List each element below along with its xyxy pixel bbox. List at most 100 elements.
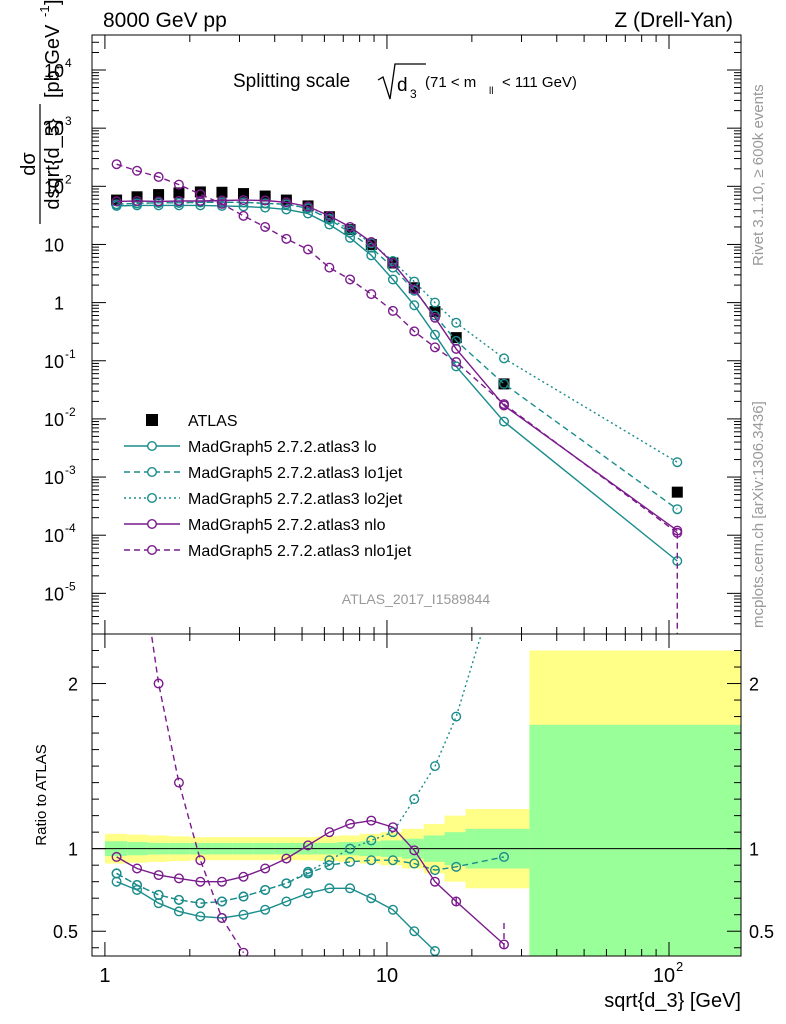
ratio-madgraph5-2-7-2-atlas3-lo2jet-marker [153, 889, 164, 900]
atlas-data-point [498, 378, 510, 390]
series-madgraph5-2-7-2-atlas3-lo2jet-marker [672, 457, 683, 468]
series-madgraph5-2-7-2-atlas3-lo-marker [281, 204, 292, 215]
ratio-madgraph5-2-7-2-atlas3-lo-marker [303, 888, 314, 899]
legend-marker [146, 545, 157, 556]
series-madgraph5-2-7-2-atlas3-nlo1jet-marker [195, 189, 206, 200]
series-madgraph5-2-7-2-atlas3-lo2jet-marker [498, 353, 509, 364]
series-madgraph5-2-7-2-atlas3-lo1jet-marker [672, 504, 683, 515]
series-madgraph5-2-7-2-atlas3-lo2jet-marker [429, 297, 440, 308]
series-madgraph5-2-7-2-atlas3-nlo-marker [260, 195, 271, 206]
ratio-madgraph5-2-7-2-atlas3-lo1jet-marker [409, 858, 420, 869]
series-madgraph5-2-7-2-atlas3-nlo-marker [238, 195, 249, 206]
ratio-madgraph5-2-7-2-atlas3-lo2jet-marker [281, 878, 292, 889]
x-tick-label: 10 [653, 965, 675, 987]
x-tick-label-exponent: 2 [676, 959, 683, 974]
ratio-madgraph5-2-7-2-atlas3-lo-line [116, 881, 436, 952]
y-tick-label-exponent: 2 [65, 172, 72, 186]
series-madgraph5-2-7-2-atlas3-nlo1jet-marker [132, 165, 143, 176]
y-tick-label: 10 [44, 235, 64, 255]
y-tick-label-exponent: 3 [65, 114, 72, 128]
sqrt-symbol [377, 63, 426, 100]
y-tick-label: 10 [44, 119, 64, 139]
series-madgraph5-2-7-2-atlas3-nlo-marker [345, 221, 356, 232]
ratio-madgraph5-2-7-2-atlas3-nlo-marker [173, 873, 184, 884]
y-tick-label: 10 [44, 61, 64, 81]
series-madgraph5-2-7-2-atlas3-lo2jet-marker [260, 198, 271, 209]
series-madgraph5-2-7-2-atlas3-nlo-marker [216, 195, 227, 206]
series-madgraph5-2-7-2-atlas3-nlo1jet-marker [387, 305, 398, 316]
ratio-madgraph5-2-7-2-atlas3-nlo-marker [409, 845, 420, 856]
main-y-axis-label: dσ dsqrt{d_3} [pb,GeV -1 ] [18, 0, 64, 224]
series-madgraph5-2-7-2-atlas3-nlo1jet-marker [238, 210, 249, 221]
series-madgraph5-2-7-2-atlas3-nlo-marker [111, 196, 122, 207]
ratio-band-inner [529, 724, 741, 956]
ratio-madgraph5-2-7-2-atlas3-nlo1jet-marker [153, 678, 164, 689]
y-tick-label: 10 [44, 526, 64, 546]
ratio-y-tick-label: 2 [68, 675, 78, 695]
series-madgraph5-2-7-2-atlas3-nlo-marker [195, 195, 206, 206]
ratio-madgraph5-2-7-2-atlas3-lo2jet-marker [366, 835, 377, 846]
legend-item: MadGraph5 2.7.2.atlas3 nlo1jet [124, 543, 412, 560]
series-madgraph5-2-7-2-atlas3-nlo-marker [281, 197, 292, 208]
mcplots-reference-label: mcplots.cern.ch [arXiv:1306.3436] [750, 401, 767, 628]
title-range-sub: ll [489, 86, 493, 97]
atlas-data-point [237, 188, 249, 200]
ratio-madgraph5-2-7-2-atlas3-nlo-marker [303, 840, 314, 851]
series-madgraph5-2-7-2-atlas3-nlo1jet-marker [429, 342, 440, 353]
ratio-madgraph5-2-7-2-atlas3-lo2jet-marker [132, 879, 143, 890]
ratio-madgraph5-2-7-2-atlas3-lo2jet-marker [303, 866, 314, 877]
legend-label: MadGraph5 2.7.2.atlas3 lo2jet [188, 491, 403, 508]
legend-marker [146, 414, 158, 426]
ratio-madgraph5-2-7-2-atlas3-nlo1jet-marker [173, 777, 184, 788]
ratio-madgraph5-2-7-2-atlas3-nlo-marker [195, 876, 206, 887]
title-symbol: d [397, 75, 408, 96]
ratio-madgraph5-2-7-2-atlas3-lo1jet-marker [387, 855, 398, 866]
ratio-madgraph5-2-7-2-atlas3-lo2jet-line [116, 634, 483, 904]
ratio-madgraph5-2-7-2-atlas3-nlo1jet-marker [195, 855, 206, 866]
series-madgraph5-2-7-2-atlas3-nlo1jet-marker [451, 357, 462, 368]
title-subscript: 3 [410, 87, 417, 101]
series-madgraph5-2-7-2-atlas3-nlo-marker [153, 196, 164, 207]
atlas-data-point [671, 486, 683, 498]
series-madgraph5-2-7-2-atlas3-lo1jet-line [116, 201, 678, 510]
ratio-madgraph5-2-7-2-atlas3-nlo-marker [238, 871, 249, 882]
ratio-y-tick-label-right: 1 [749, 840, 759, 860]
ratio-madgraph5-2-7-2-atlas3-nlo-marker [366, 815, 377, 826]
series-madgraph5-2-7-2-atlas3-nlo-marker [324, 210, 335, 221]
title-range-pre: (71 < m [425, 74, 476, 91]
process-label: Z (Drell-Yan) [614, 9, 733, 32]
ratio-madgraph5-2-7-2-atlas3-lo2jet-marker [500, 555, 509, 564]
ratio-madgraph5-2-7-2-atlas3-lo-marker [324, 883, 335, 894]
series-madgraph5-2-7-2-atlas3-nlo1jet-marker [153, 171, 164, 182]
y-tick-label: 10 [44, 468, 64, 488]
series-madgraph5-2-7-2-atlas3-lo-marker [429, 329, 440, 340]
series-madgraph5-2-7-2-atlas3-nlo1jet-marker [173, 179, 184, 190]
ratio-madgraph5-2-7-2-atlas3-lo1jet-marker [429, 865, 440, 876]
y-label-units: [pb,GeV [42, 24, 64, 98]
series-madgraph5-2-7-2-atlas3-nlo-marker [173, 195, 184, 206]
atlas-data-point [344, 224, 356, 236]
chart-title: Splitting scale d 3 (71 < m ll < 111 GeV… [233, 63, 577, 101]
atlas-data-point [153, 189, 165, 201]
ratio-madgraph5-2-7-2-atlas3-lo2jet-marker [238, 891, 249, 902]
series-madgraph5-2-7-2-atlas3-lo1jet-marker [366, 242, 377, 253]
series-madgraph5-2-7-2-atlas3-nlo-marker [132, 195, 143, 206]
ratio-madgraph5-2-7-2-atlas3-lo-marker [281, 896, 292, 907]
ratio-plot-frame [91, 633, 742, 957]
series-madgraph5-2-7-2-atlas3-lo1jet-marker [345, 227, 356, 238]
ratio-madgraph5-2-7-2-atlas3-lo-marker [387, 904, 398, 915]
ratio-madgraph5-2-7-2-atlas3-lo2jet-marker [111, 868, 122, 879]
atlas-data-point [216, 186, 228, 198]
legend-item: MadGraph5 2.7.2.atlas3 nlo [124, 517, 386, 534]
series-madgraph5-2-7-2-atlas3-lo2jet-line [116, 201, 678, 463]
ratio-madgraph5-2-7-2-atlas3-nlo-marker [153, 870, 164, 881]
ratio-madgraph5-2-7-2-atlas3-lo1jet-marker [498, 851, 509, 862]
y-tick-label: 1 [54, 294, 64, 314]
series-madgraph5-2-7-2-atlas3-nlo-marker [409, 284, 420, 295]
series-madgraph5-2-7-2-atlas3-nlo1jet-marker [409, 326, 420, 337]
legend-item: MadGraph5 2.7.2.atlas3 lo [124, 439, 377, 456]
legend-label: MadGraph5 2.7.2.atlas3 lo [188, 439, 377, 456]
analysis-watermark: ATLAS_2017_I1589844 [342, 591, 491, 607]
ratio-madgraph5-2-7-2-atlas3-lo1jet-line [116, 856, 505, 904]
ratio-series-layer [92, 555, 741, 956]
